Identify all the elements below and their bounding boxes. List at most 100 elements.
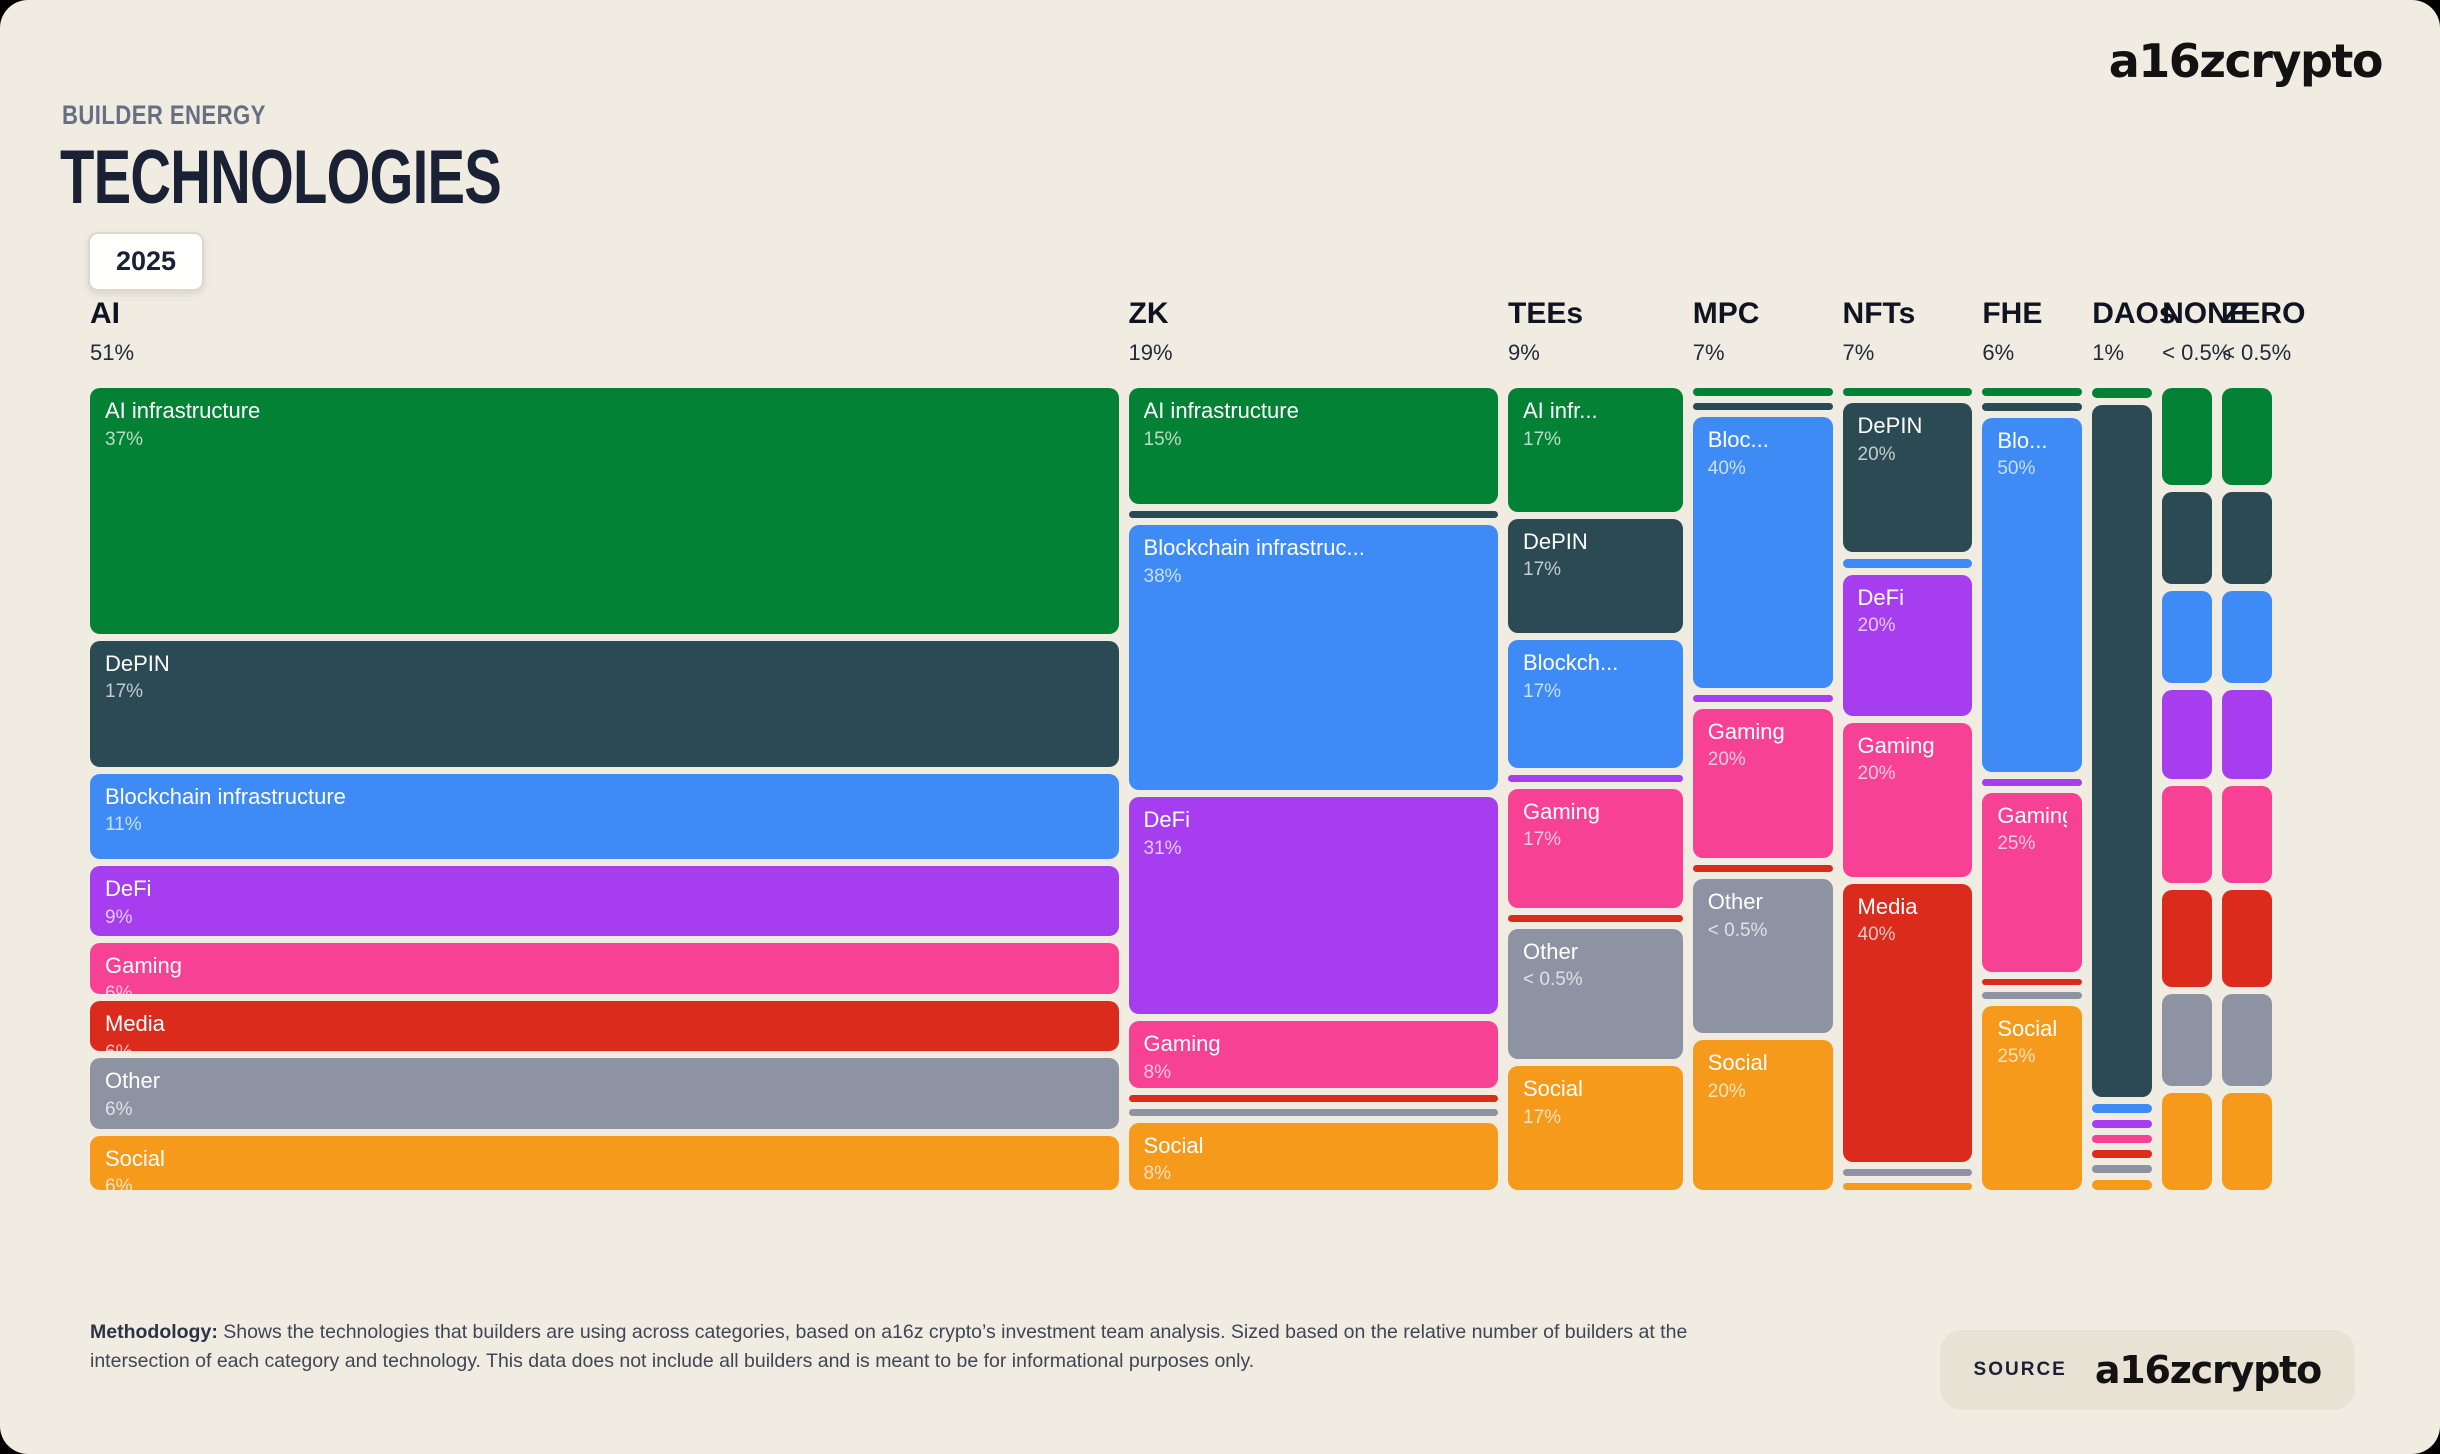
block-other[interactable]: Other 6% xyxy=(90,1057,1119,1129)
block-social[interactable] xyxy=(2092,1180,2153,1190)
block-media[interactable]: Media 40% xyxy=(1842,883,1973,1162)
year-chip[interactable]: 2025 xyxy=(88,232,205,291)
block-percent: 20% xyxy=(1857,763,1896,785)
block-defi[interactable] xyxy=(1692,694,1833,702)
block-defi[interactable]: DeFi 9% xyxy=(90,866,1119,936)
column-header: FHE 6% xyxy=(1982,296,2082,388)
block-gaming[interactable]: Gaming 8% xyxy=(1128,1021,1498,1088)
block-defi[interactable] xyxy=(2162,690,2213,780)
block-media[interactable] xyxy=(1508,915,1683,922)
column-title: ZERO xyxy=(2222,297,2306,330)
column-blocks: Blo... 50% Gaming 25% Social 25% xyxy=(1982,388,2083,1191)
block-gaming[interactable]: Gaming 25% xyxy=(1982,792,2083,972)
block-blockchain[interactable]: Blo... 50% xyxy=(1982,417,2083,773)
block-depin[interactable] xyxy=(1692,403,1833,411)
block-label: Blockchain infrastruc... xyxy=(1143,535,1365,560)
block-media[interactable]: Media 6% xyxy=(90,1001,1119,1051)
column-share: 1% xyxy=(2092,340,2125,365)
block-depin[interactable]: DePIN 17% xyxy=(1508,518,1683,633)
block-gaming[interactable]: Gaming 20% xyxy=(1842,722,1973,877)
block-depin[interactable]: DePIN 17% xyxy=(90,640,1119,767)
block-media[interactable] xyxy=(2092,1150,2153,1159)
block-ai[interactable] xyxy=(2162,388,2213,486)
block-ai[interactable] xyxy=(2092,388,2153,398)
block-other[interactable] xyxy=(2222,993,2272,1086)
a16zcrypto-logo[interactable]: a16zcrypto xyxy=(2108,34,2384,88)
block-media[interactable] xyxy=(1982,978,2083,986)
block-media[interactable] xyxy=(1692,865,1833,873)
block-ai[interactable]: AI infrastructure 37% xyxy=(90,388,1119,634)
block-media[interactable] xyxy=(2162,889,2213,987)
block-blockchain[interactable] xyxy=(1842,559,1973,568)
block-blockchain[interactable] xyxy=(2162,591,2213,684)
block-ai[interactable] xyxy=(1842,388,1973,397)
block-percent: 8% xyxy=(1143,1061,1171,1083)
block-defi[interactable] xyxy=(2092,1119,2153,1129)
block-percent: 6% xyxy=(105,983,133,995)
block-depin[interactable] xyxy=(2092,404,2153,1097)
block-social[interactable] xyxy=(1842,1182,1973,1191)
block-other[interactable]: Other < 0.5% xyxy=(1508,928,1683,1060)
block-depin[interactable] xyxy=(1128,511,1498,518)
block-other[interactable]: Other < 0.5% xyxy=(1692,879,1833,1033)
block-percent: 25% xyxy=(1997,833,2036,855)
block-blockchain[interactable]: Blockch... 17% xyxy=(1508,639,1683,768)
column-blocks xyxy=(2222,388,2272,1190)
block-ai[interactable]: AI infr... 17% xyxy=(1508,388,1683,512)
block-gaming[interactable]: Gaming 6% xyxy=(90,942,1119,995)
block-percent: 17% xyxy=(1523,1106,1562,1128)
block-social[interactable] xyxy=(2162,1092,2213,1190)
block-blockchain[interactable] xyxy=(2222,591,2272,684)
block-social[interactable]: Social 6% xyxy=(90,1135,1119,1190)
block-label: Gaming xyxy=(1707,718,1785,744)
column-blocks: Bloc... 40% Gaming 20% Other < 0.5% Social 20% xyxy=(1692,388,1833,1190)
block-gaming[interactable] xyxy=(2222,786,2272,883)
block-defi[interactable]: DeFi 31% xyxy=(1128,797,1498,1015)
column-blocks: AI infrastructure 15% Blockchain infrastru… xyxy=(1128,388,1498,1190)
block-blockchain[interactable]: Bloc... 40% xyxy=(1692,417,1833,688)
block-social[interactable]: Social 8% xyxy=(1128,1122,1498,1190)
block-label: Social xyxy=(105,1145,165,1171)
block-other[interactable] xyxy=(2162,993,2213,1086)
block-social[interactable]: Social 25% xyxy=(1982,1005,2083,1191)
column-share: < 0.5% xyxy=(2162,340,2232,365)
block-social[interactable] xyxy=(2222,1092,2272,1190)
block-social[interactable]: Social 20% xyxy=(1692,1039,1833,1190)
source-pill[interactable]: SOURCE a16zcrypto xyxy=(1939,1330,2355,1410)
block-ai[interactable] xyxy=(1982,388,2083,397)
block-defi[interactable]: DeFi 20% xyxy=(1842,574,1973,716)
column-header: ZK 19% xyxy=(1129,296,1498,388)
block-defi[interactable] xyxy=(1982,779,2083,786)
block-ai[interactable] xyxy=(1692,388,1833,397)
block-gaming[interactable] xyxy=(2092,1135,2153,1144)
block-depin[interactable] xyxy=(2162,492,2213,585)
column-blocks xyxy=(2092,388,2153,1190)
block-label: Gaming xyxy=(1523,798,1601,824)
block-percent: 17% xyxy=(1523,559,1562,581)
block-other[interactable] xyxy=(1842,1168,1973,1176)
block-defi[interactable] xyxy=(1508,774,1683,782)
block-blockchain[interactable]: Blockchain infrastructure 11% xyxy=(90,773,1119,860)
block-gaming[interactable]: Gaming 17% xyxy=(1508,788,1683,909)
block-gaming[interactable]: Gaming 20% xyxy=(1692,708,1833,859)
block-gaming[interactable] xyxy=(2162,786,2213,883)
block-blockchain[interactable] xyxy=(2092,1103,2153,1113)
block-media[interactable] xyxy=(1128,1094,1498,1102)
block-percent: 40% xyxy=(1857,924,1896,946)
block-percent: 6% xyxy=(105,1176,133,1190)
block-other[interactable] xyxy=(2092,1165,2153,1174)
block-label: Other xyxy=(105,1067,161,1093)
block-ai[interactable]: AI infrastructure 15% xyxy=(1128,388,1498,505)
block-media[interactable] xyxy=(2222,889,2272,987)
block-depin[interactable]: DePIN 20% xyxy=(1842,403,1973,553)
block-blockchain[interactable]: Blockchain infrastruc... 38% xyxy=(1128,525,1498,791)
block-percent: 15% xyxy=(1143,428,1182,450)
block-social[interactable]: Social 17% xyxy=(1508,1066,1683,1190)
block-depin[interactable] xyxy=(2222,492,2272,585)
block-other[interactable] xyxy=(1128,1108,1498,1116)
block-defi[interactable] xyxy=(2222,690,2272,780)
block-percent: 20% xyxy=(1857,615,1896,637)
block-depin[interactable] xyxy=(1982,403,2083,411)
block-ai[interactable] xyxy=(2222,388,2272,486)
block-other[interactable] xyxy=(1982,992,2083,999)
